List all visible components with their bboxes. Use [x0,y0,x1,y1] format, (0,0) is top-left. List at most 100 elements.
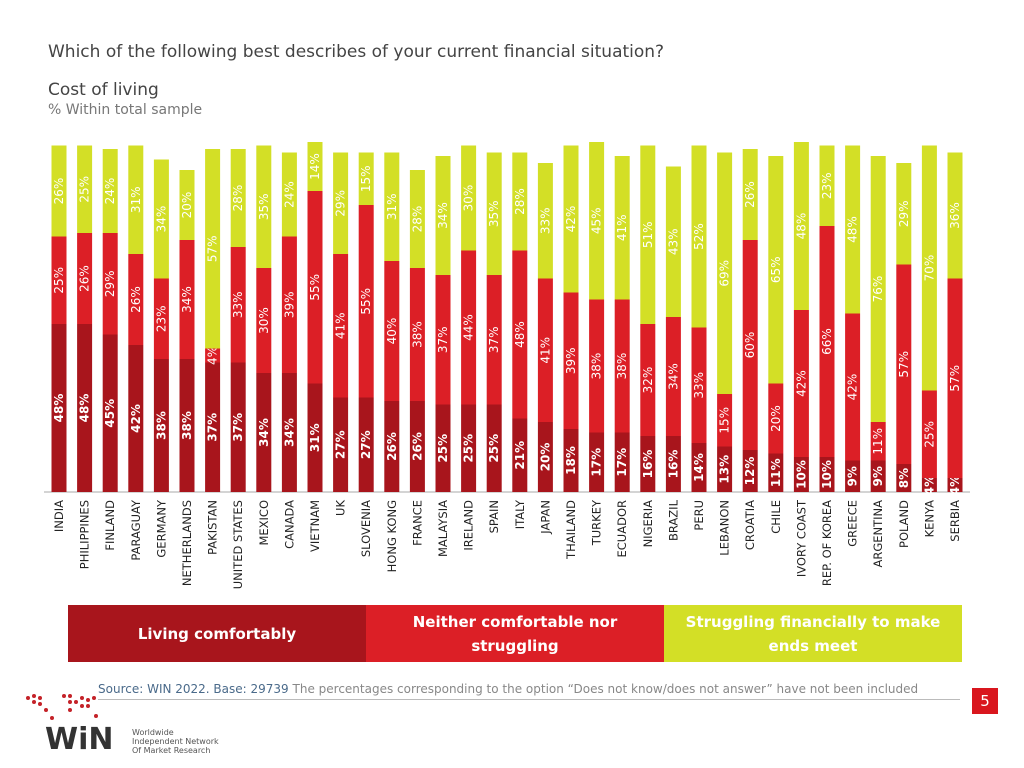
data-label: 16% [641,450,655,479]
bar-segment [921,478,937,492]
data-label: 27% [359,430,373,459]
data-label: 31% [308,423,322,452]
data-label: 25% [922,421,936,448]
data-label: 40% [385,318,399,345]
data-label: 52% [692,223,706,250]
data-label: 34% [180,286,194,313]
data-label: 24% [103,178,117,205]
bar-segment [589,142,605,300]
data-label: 17% [590,448,604,477]
bar-segment [281,373,297,492]
bar-segment [128,145,144,254]
data-label: 48% [794,213,808,240]
x-tick-label: NETHERLANDS [180,500,194,586]
bar-segment [845,145,861,314]
x-tick-label: THAILAND [564,500,578,560]
data-label: 33% [231,291,245,318]
data-label: 4% [948,475,962,495]
data-label: 38% [154,411,168,440]
data-label: 57% [948,365,962,392]
data-label: 37% [231,413,245,442]
data-label: 41% [615,214,629,241]
data-label: 14% [692,453,706,482]
data-label: 29% [103,270,117,297]
page-number: 5 [972,688,998,714]
bar-segment [691,443,707,492]
bar-segment [896,163,912,265]
legend-entry: Living comfortably [68,605,366,662]
data-label: 44% [462,314,476,341]
x-tick-label: SPAIN [487,500,501,533]
bar-segment [691,327,707,443]
data-label: 32% [641,367,655,394]
data-label: 26% [743,181,757,208]
data-label: 4% [206,346,220,365]
bar-segment [665,436,681,492]
bar-segment [409,268,425,401]
bar-segment [461,404,477,492]
bar-segment [435,156,451,275]
x-tick-label: KENYA [922,500,936,538]
bar-segment [563,145,579,293]
bar-segment [870,460,886,492]
x-tick-label: INDIA [52,500,66,532]
logo-line: Of Market Research [132,746,211,755]
x-tick-label: MEXICO [257,500,271,546]
x-tick-label: ECUADOR [615,500,629,557]
data-label: 34% [257,418,271,447]
data-label: 28% [231,185,245,212]
bar-segment [358,152,374,205]
logo-tagline: Worldwide Independent Network Of Market Re… [132,728,219,755]
bar-segment [614,299,630,433]
data-label: 11% [769,458,783,487]
x-tick-label: CROATIA [743,500,757,550]
data-label: 51% [641,221,655,248]
data-label: 27% [334,430,348,459]
data-label: 14% [308,153,322,180]
data-label: 70% [922,255,936,282]
x-tick-label: UK [334,500,348,516]
bar-segment [128,345,144,492]
bar-segment [51,236,67,324]
bar-segment [333,397,349,492]
bar-segment [307,383,323,492]
data-label: 26% [410,432,424,461]
data-label: 48% [78,394,92,423]
data-label: 37% [487,326,501,353]
bar-segment [845,460,861,492]
bar-segment [512,418,528,492]
x-tick-label: PARAGUAY [129,499,143,561]
bar-segment [384,401,400,492]
x-tick-label: REP. OF KOREA [820,500,834,586]
data-label: 38% [410,321,424,348]
bar-segment [665,317,681,436]
bar-segment [640,436,656,492]
bar-segment [102,149,118,233]
bar-segment [563,429,579,492]
x-tick-label: FINLAND [103,500,117,551]
bar-segment [947,152,963,279]
bar-segment [665,166,681,317]
data-label: 35% [487,200,501,227]
bar-segment [153,278,169,359]
data-label: 9% [846,466,860,486]
data-label: 34% [436,202,450,229]
data-label: 15% [359,165,373,192]
data-label: 25% [487,434,501,463]
data-label: 48% [513,321,527,348]
data-label: 41% [538,337,552,364]
data-label: 26% [78,265,92,292]
x-tick-label: IRELAND [462,500,476,551]
data-label: 4% [922,475,936,495]
bar-segment [358,397,374,492]
x-tick-label: PERU [692,500,706,531]
bar-segment [691,145,707,328]
logo-line: Worldwide [132,728,174,737]
note: % Within total sample [48,102,203,118]
bar-segment [896,464,912,492]
bar-segment [563,292,579,429]
bar-segment [768,156,784,384]
bar-segment [384,261,400,401]
data-label: 36% [948,202,962,229]
